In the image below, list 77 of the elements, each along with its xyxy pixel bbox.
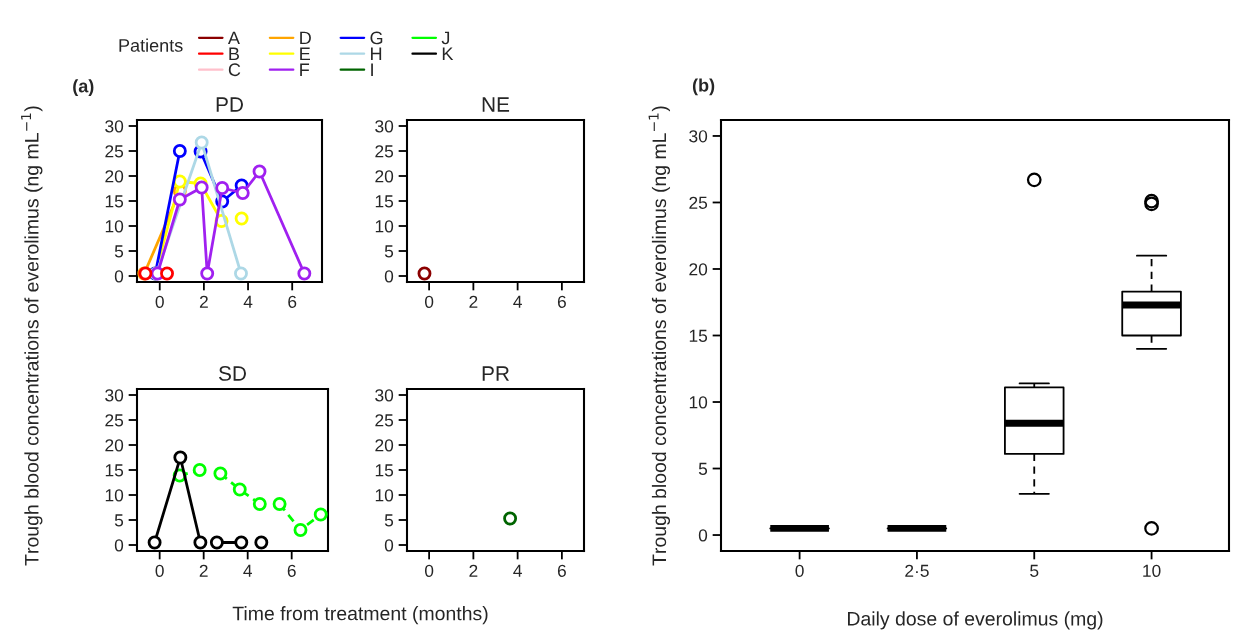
y-tick-label: 30: [689, 130, 708, 143]
chart-title: PR: [482, 366, 509, 381]
y-tick-label: 30: [375, 389, 394, 402]
x-tick-label: 2: [469, 295, 478, 308]
y-tick-label: 20: [375, 439, 394, 452]
y-tick-label: 25: [105, 414, 124, 427]
y-tick-label: 5: [384, 514, 394, 527]
y-tick-label: 5: [114, 245, 124, 258]
y-axis-title: Trough blood concentrations of everolimus (ng mL$^{−1}$): [648, 106, 671, 566]
y-tick-label: 5: [114, 514, 124, 527]
x-tick-label: 0: [795, 564, 804, 577]
x-tick-label: 5: [1030, 564, 1039, 577]
legend-label: E: [300, 47, 310, 61]
y-tick-label: 30: [105, 120, 124, 133]
x-tick-label: 4: [513, 564, 522, 577]
x-tick-label: 2: [199, 564, 208, 577]
legend-label: H: [371, 47, 382, 61]
legend-label: I: [371, 63, 373, 76]
x-axis-title: Daily dose of everolimus (mg): [848, 611, 1103, 630]
y-tick-label: 10: [375, 220, 394, 233]
x-axis-title: Time from treatment (months): [232, 606, 488, 625]
legend-label: C: [228, 63, 241, 77]
y-tick-label: 10: [689, 396, 708, 409]
legend-label: A: [227, 31, 240, 45]
legend-label: J: [441, 31, 450, 45]
legend-label: D: [300, 31, 311, 45]
y-tick-label: 10: [375, 489, 394, 502]
y-tick-label: 25: [375, 414, 394, 427]
x-tick-label: 4: [243, 564, 252, 577]
y-tick-label: 0: [114, 539, 124, 552]
y-tick-label: 15: [375, 464, 394, 477]
y-tick-label: 20: [689, 263, 708, 276]
y-tick-label: 10: [105, 220, 124, 233]
y-axis-title: Trough blood concentrations of everolimus (ng mL$^{−1}$): [21, 106, 43, 566]
x-tick-label: 0: [155, 564, 164, 577]
y-tick-label: 15: [689, 329, 708, 342]
y-tick-label: 0: [698, 529, 708, 542]
text: (a): [73, 79, 94, 97]
x-tick-label: 6: [557, 295, 566, 308]
legend-label: K: [442, 47, 454, 61]
x-tick-label: 6: [288, 295, 297, 308]
x-tick-label: 0: [424, 564, 434, 577]
x-tick-label: 0: [424, 295, 434, 308]
x-tick-label: 6: [557, 564, 566, 577]
y-tick-label: 5: [698, 462, 708, 475]
y-tick-label: 25: [375, 145, 394, 158]
y-tick-label: 25: [689, 196, 708, 209]
y-tick-label: 25: [105, 145, 124, 158]
y-tick-label: 15: [105, 464, 124, 477]
legend-label: G: [370, 31, 383, 45]
y-tick-label: 15: [375, 195, 394, 208]
chart-title: SD: [218, 366, 246, 381]
y-tick-label: 20: [105, 439, 124, 452]
x-tick-label: 2: [199, 295, 208, 308]
x-tick-label: 10: [1143, 564, 1161, 577]
y-tick-label: 15: [105, 195, 124, 208]
chart-title: PD: [216, 97, 243, 112]
y-tick-label: 10: [105, 489, 124, 502]
x-tick-label: 4: [513, 295, 522, 308]
y-tick-label: 0: [384, 539, 394, 552]
y-tick-label: 0: [114, 270, 124, 283]
x-tick-label: 4: [243, 295, 253, 308]
legend-title: Patients: [119, 38, 183, 52]
y-tick-label: 20: [105, 170, 124, 183]
y-tick-label: 30: [375, 120, 394, 133]
y-tick-label: 0: [384, 270, 394, 283]
x-tick-label: 2·5: [905, 564, 929, 577]
x-tick-label: 0: [155, 295, 164, 308]
y-tick-label: 5: [384, 245, 394, 258]
y-tick-label: 30: [105, 389, 124, 402]
y-tick-label: 20: [375, 170, 394, 183]
x-tick-label: 6: [287, 564, 296, 577]
legend-label: F: [300, 63, 310, 76]
x-tick-label: 2: [469, 564, 478, 577]
legend-label: B: [229, 47, 240, 61]
text: (b): [692, 78, 715, 96]
chart-title: NE: [482, 97, 510, 112]
